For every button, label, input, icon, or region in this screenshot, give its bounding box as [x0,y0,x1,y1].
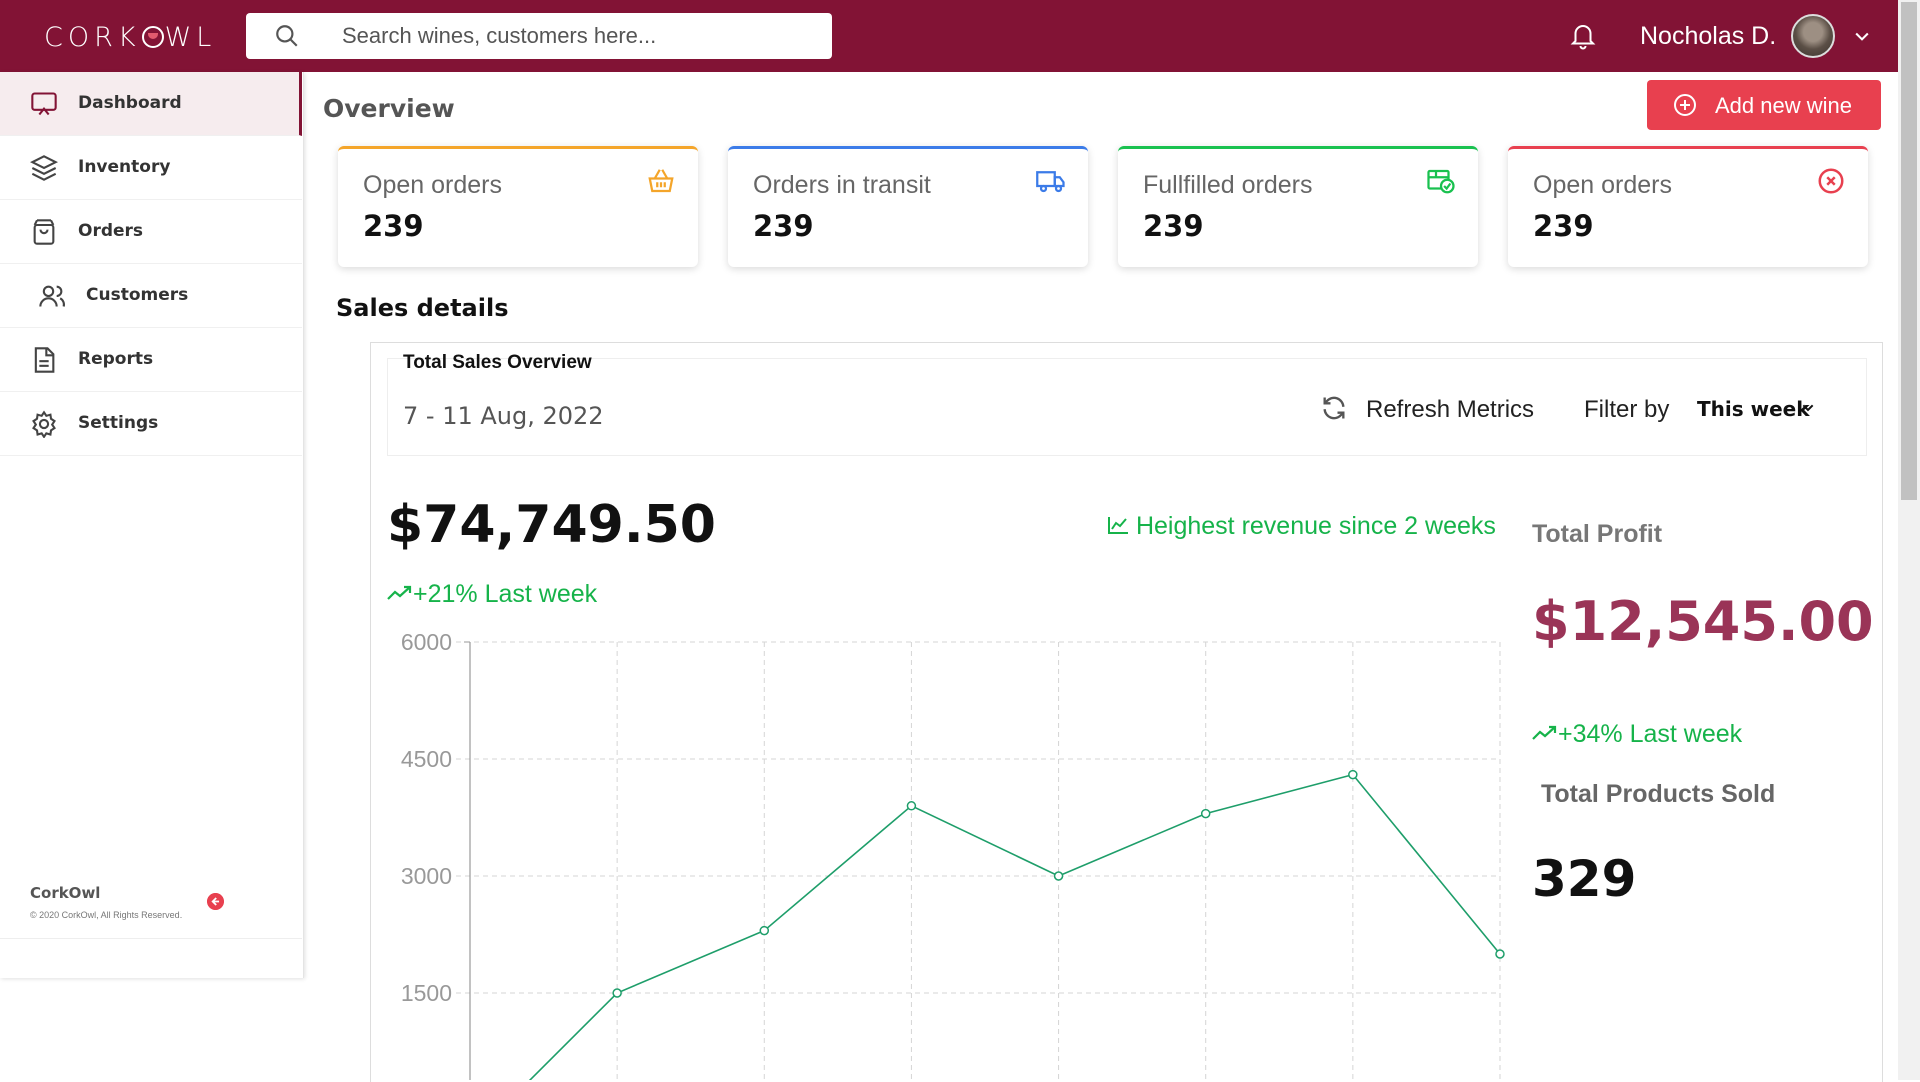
sidebar-item-settings[interactable]: Settings [0,392,302,456]
total-profit-label: Total Profit [1532,520,1663,548]
chart-data-point[interactable] [1200,808,1211,819]
card-value: 239 [1533,209,1594,243]
card-title: Open orders [1533,171,1672,199]
sales-line-chart: 6000 4500 3000 1500 [401,630,1505,1080]
chart-data-point[interactable] [1053,871,1064,881]
total-revenue: $74,749.50 [387,495,716,555]
revenue-trend: +21% Last week [387,580,597,609]
owl-logo-icon [141,26,164,48]
stat-card-open-orders[interactable]: Open orders 239 [338,146,698,267]
card-value: 239 [753,209,814,243]
footer-brand: CorkOwl [30,884,101,902]
avatar[interactable] [1791,14,1835,58]
dashboard-icon [31,92,57,116]
highest-revenue-text: Heighest revenue since 2 weeks [1135,512,1496,540]
card-title: Fullfilled orders [1143,171,1313,199]
profit-trend: +34% Last week [1532,720,1742,749]
card-title: Open orders [363,171,502,199]
chart-y-tick-label: 1500 [401,980,452,1006]
sidebar-item-label: Customers [86,285,189,305]
chart-y-tick-label: 4500 [401,746,452,772]
chart-data-point[interactable] [759,925,770,936]
refresh-icon[interactable] [1320,394,1348,422]
sidebar-footer: CorkOwl © 2020 CorkOwl, All Rights Reser… [30,884,182,920]
stat-card-fulfilled-orders[interactable]: Fullfilled orders 239 [1118,146,1478,267]
line-chart-icon [1108,517,1128,534]
chart-data-point[interactable] [906,801,917,811]
chart-data-point[interactable] [1348,769,1358,780]
brand-logo[interactable]: CORK WL [44,22,217,53]
sidebar-item-label: Inventory [78,157,171,177]
basket-icon [648,169,674,193]
products-sold-value: 329 [1532,850,1637,908]
profit-trend-text: +34% Last week [1558,720,1743,748]
truck-icon [1036,171,1065,193]
layers-icon [30,155,58,181]
highest-revenue-note: Heighest revenue since 2 weeks [1107,512,1496,541]
chart-grid [456,641,1501,1080]
panel-title: Total Sales Overview [403,352,592,373]
gear-icon [32,410,56,438]
add-new-wine-button[interactable]: Add new wine [1647,80,1881,130]
shopping-bag-icon [33,219,55,245]
search-input[interactable] [342,19,812,53]
card-value: 239 [1143,209,1204,243]
stat-card-orders-in-transit[interactable]: Orders in transit 239 [728,146,1088,267]
sidebar-item-inventory[interactable]: Inventory [0,136,302,200]
filter-dropdown[interactable]: This week [1697,397,1810,421]
bell-icon[interactable] [1568,20,1598,52]
search-icon [276,25,298,47]
card-title: Orders in transit [753,171,931,199]
sidebar-item-label: Settings [78,413,159,433]
sidebar-item-orders[interactable]: Orders [0,200,302,264]
x-circle-icon [1818,168,1844,194]
filter-label: Filter by [1584,396,1670,423]
chevron-down-icon[interactable] [1852,26,1872,46]
sidebar-item-label: Orders [78,221,144,241]
sales-panel-header [387,358,1867,456]
page-scrollbar[interactable] [1898,0,1920,1080]
chart-y-tick-label: 6000 [401,630,452,655]
add-new-wine-label: Add new wine [1715,93,1852,118]
package-check-icon [1427,169,1455,194]
search-box[interactable] [246,13,832,59]
sales-details-title: Sales details [336,294,509,322]
sidebar-item-dashboard[interactable]: Dashboard [0,72,302,136]
user-name[interactable]: Nocholas D. [1640,22,1777,50]
page-title: Overview [323,94,455,123]
trending-up-icon [387,585,412,600]
sidebar-divider [0,938,302,939]
users-icon [39,285,65,307]
total-profit-value: $12,545.00 [1532,590,1874,653]
scrollbar-thumb[interactable] [1901,2,1917,500]
chevron-down-icon[interactable] [1800,400,1816,416]
products-sold-label: Total Products Sold [1541,780,1776,808]
refresh-metrics-button[interactable]: Refresh Metrics [1366,396,1535,423]
chart-series [528,769,1505,1080]
sidebar-item-customers[interactable]: Customers [0,264,302,328]
sidebar-item-label: Reports [78,349,154,369]
sidebar-item-reports[interactable]: Reports [0,328,302,392]
chart-y-ticks: 6000 4500 3000 1500 [401,630,452,1006]
chart-data-point[interactable] [1495,949,1505,959]
date-range: 7 - 11 Aug, 2022 [403,402,604,430]
sales-panel [370,342,1883,1082]
chart-data-point[interactable] [612,988,622,998]
document-icon [34,347,55,373]
footer-copyright: © 2020 CorkOwl, All Rights Reserved. [30,910,183,920]
revenue-trend-text: +21% Last week [413,580,598,608]
stat-card-open-orders-2[interactable]: Open orders 239 [1508,146,1868,267]
trending-up-icon [1532,725,1557,740]
sidebar-item-label: Dashboard [78,93,182,113]
plus-circle-icon [1674,94,1696,116]
card-value: 239 [363,209,424,243]
collapse-sidebar-icon[interactable] [207,893,224,910]
chart-y-tick-label: 3000 [401,863,452,889]
sidebar: Dashboard Inventory Orders Customers Rep… [0,72,304,978]
chart-series-line [528,773,1501,1080]
